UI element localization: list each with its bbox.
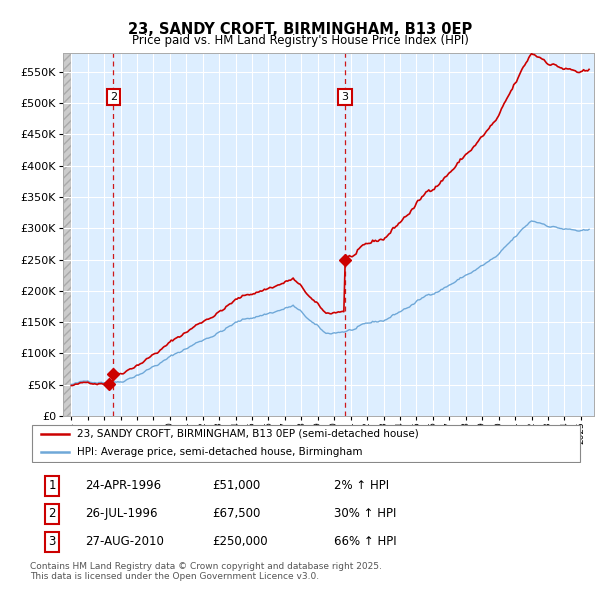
Text: 23, SANDY CROFT, BIRMINGHAM, B13 0EP (semi-detached house): 23, SANDY CROFT, BIRMINGHAM, B13 0EP (se…	[77, 429, 419, 439]
Text: £250,000: £250,000	[212, 535, 268, 548]
Text: £67,500: £67,500	[212, 507, 260, 520]
Text: Contains HM Land Registry data © Crown copyright and database right 2025.
This d: Contains HM Land Registry data © Crown c…	[30, 562, 382, 581]
Text: 23, SANDY CROFT, BIRMINGHAM, B13 0EP: 23, SANDY CROFT, BIRMINGHAM, B13 0EP	[128, 22, 472, 37]
Bar	[63, 53, 71, 416]
Text: 2: 2	[110, 92, 117, 102]
Text: 2: 2	[49, 507, 56, 520]
Text: 27-AUG-2010: 27-AUG-2010	[85, 535, 164, 548]
Text: 26-JUL-1996: 26-JUL-1996	[85, 507, 158, 520]
Text: HPI: Average price, semi-detached house, Birmingham: HPI: Average price, semi-detached house,…	[77, 447, 362, 457]
Text: £51,000: £51,000	[212, 480, 260, 493]
Text: 30% ↑ HPI: 30% ↑ HPI	[334, 507, 396, 520]
Text: 66% ↑ HPI: 66% ↑ HPI	[334, 535, 396, 548]
Text: 3: 3	[49, 535, 56, 548]
Text: 1: 1	[49, 480, 56, 493]
Text: 3: 3	[341, 92, 349, 102]
Text: Price paid vs. HM Land Registry's House Price Index (HPI): Price paid vs. HM Land Registry's House …	[131, 34, 469, 47]
Text: 24-APR-1996: 24-APR-1996	[85, 480, 161, 493]
Text: 2% ↑ HPI: 2% ↑ HPI	[334, 480, 389, 493]
FancyBboxPatch shape	[32, 425, 580, 461]
